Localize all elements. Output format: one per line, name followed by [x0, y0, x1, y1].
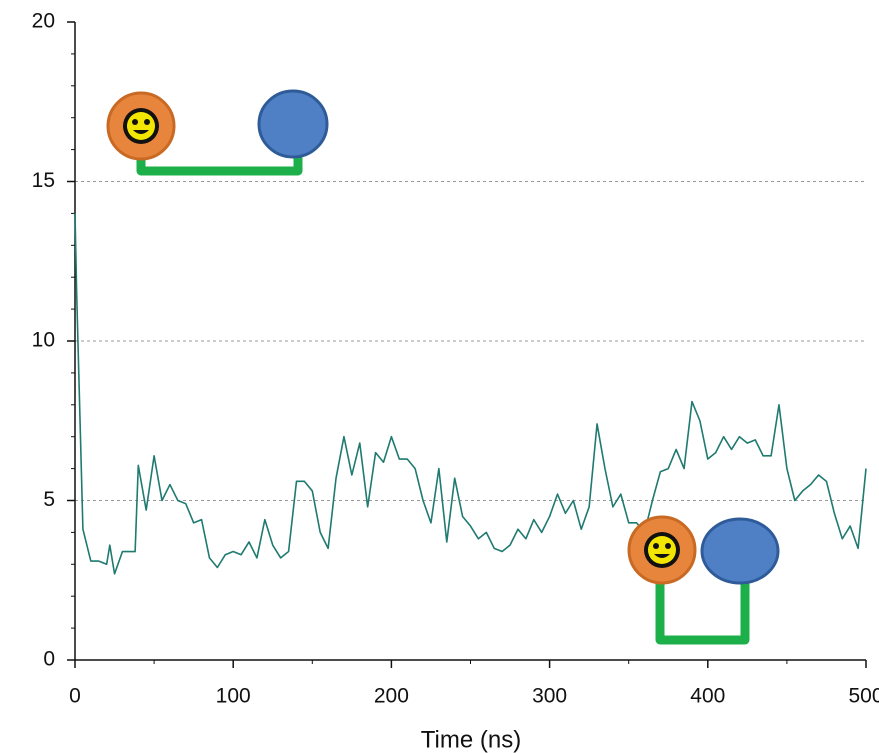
cartoon-extended: [106, 89, 329, 176]
x-tick-label: 500: [848, 685, 879, 708]
y-tick-label: 20: [32, 10, 55, 33]
x-tick-label: 400: [690, 685, 725, 708]
y-tick-label: 15: [32, 169, 55, 192]
x-tick-label: 200: [374, 685, 409, 708]
x-tick-label: 0: [69, 685, 81, 708]
y-tick-label: 5: [43, 488, 55, 511]
y-tick-label: 10: [32, 329, 55, 352]
y-tick-label: 0: [43, 648, 55, 671]
x-axis-label: Time (ns): [421, 726, 521, 753]
x-tick-label: 100: [216, 685, 251, 708]
cartoon-folded: [627, 515, 780, 645]
x-tick-label: 300: [532, 685, 567, 708]
data-line: [74, 213, 867, 575]
